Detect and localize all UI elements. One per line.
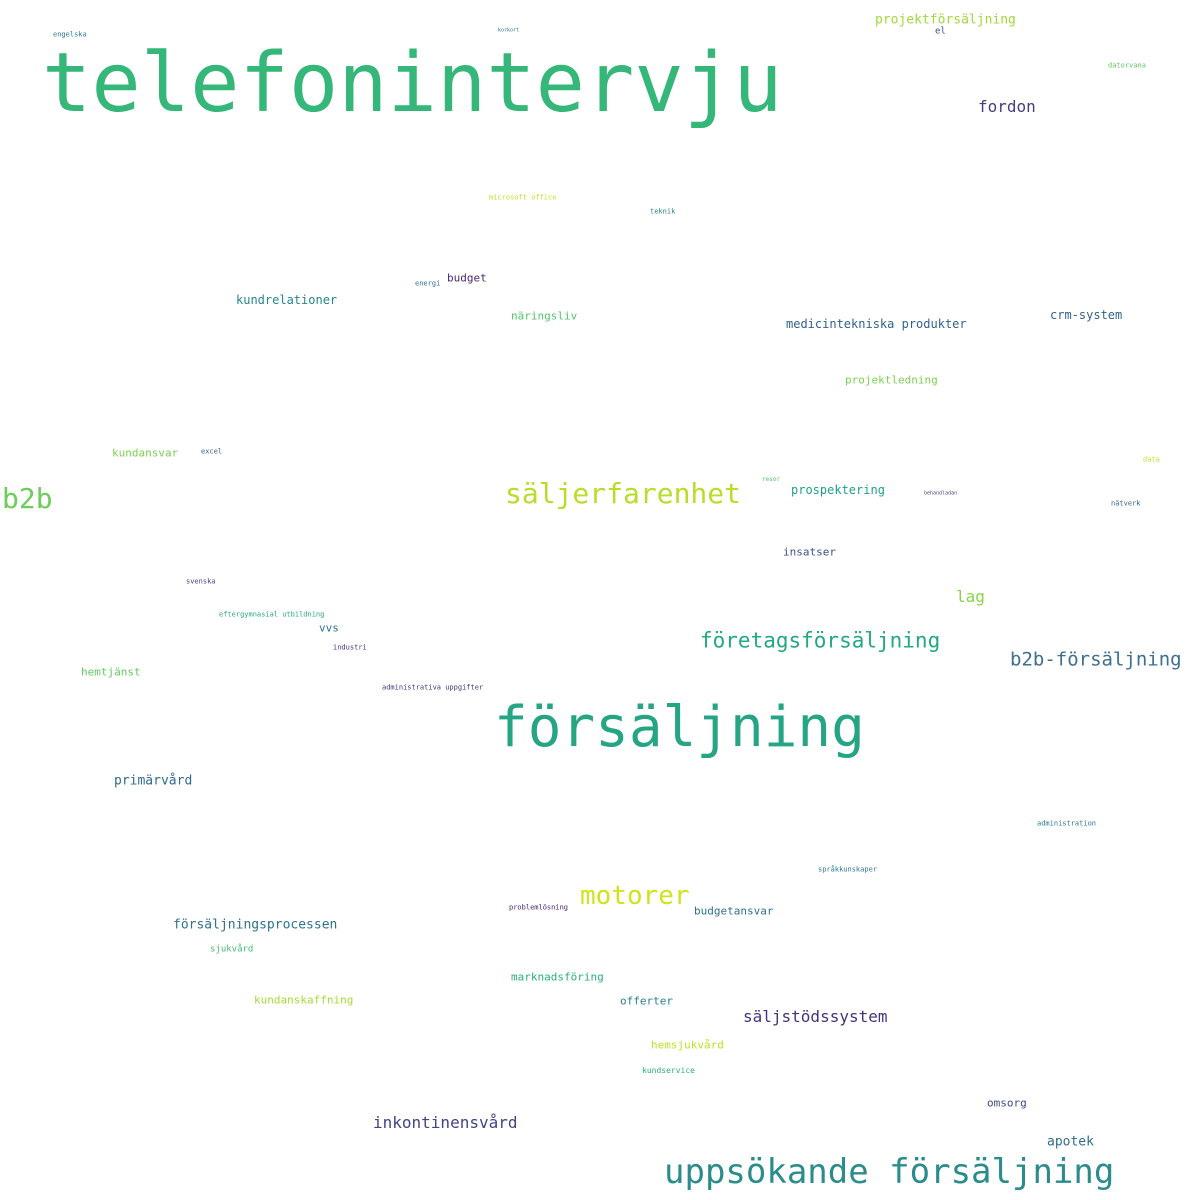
word-hemtjanst: hemtjänst [81,665,141,679]
word-projektforsaljning: projektförsäljning [875,12,1016,28]
word-forsaljningsprocessen: försäljningsprocessen [173,917,338,933]
word-hemsjukvard: hemsjukvård [651,1038,724,1052]
word-foretagsforsaljning: företagsförsäljning [700,628,941,653]
word-korkort: korkort [498,27,520,34]
word-administration: administration [1037,819,1097,828]
word-datorvana: datorvana [1108,61,1146,70]
word-kundansvar: kundansvar [112,446,179,460]
word-uppsokande-forsaljning: uppsökande försäljning [664,1152,1115,1192]
word-eftergymnasial-utbildning: eftergymnasial utbildning [219,610,325,619]
word-svenska: svenska [186,577,216,586]
word-lag: lag [956,587,985,606]
word-microsoft-office: microsoft office [489,193,557,202]
word-omsorg: omsorg [987,1096,1027,1110]
word-natverk: nätverk [1111,499,1141,508]
word-b2b: b2b [2,482,53,515]
word-kundservice: kundservice [642,1066,695,1075]
word-medicintekniska-produkter: medicintekniska produkter [786,317,967,331]
word-projektledning: projektledning [845,373,938,387]
word-budgetansvar: budgetansvar [694,904,774,918]
word-inkontinensvard: inkontinensvård [373,1113,518,1132]
word-saljstodssystem: säljstödssystem [743,1007,888,1026]
word-insatser: insatser [783,545,836,559]
word-sprakkunskaper: språkkunskaper [818,865,878,874]
word-prospektering: prospektering [791,483,885,497]
word-kundrelationer: kundrelationer [236,293,338,307]
word-fordon: fordon [978,97,1036,116]
word-resor: resor [762,476,781,483]
word-engelska: engelska [53,30,87,39]
word-teknik: teknik [650,207,676,216]
word-forsaljning: försäljning [494,695,865,760]
word-motorer: motorer [580,881,690,911]
word-problemlosning: problemlösning [509,903,569,912]
word-data: data [1143,455,1160,464]
word-naringsliv: näringsliv [511,309,578,323]
word-kundanskaffning: kundanskaffning [254,993,354,1007]
word-sjukvard: sjukvård [210,944,254,955]
word-energi: energi [415,279,441,288]
word-telefonintervju: telefonintervju [42,36,783,131]
word-behandladan: behandladan [924,490,958,497]
word-el: el [935,26,946,37]
word-b2b-forsaljning: b2b-försäljning [1010,648,1182,671]
word-industri: industri [333,643,367,652]
word-crm-system: crm-system [1050,308,1123,322]
word-budget: budget [447,271,487,285]
word-saljerfarenhet: säljerfarenhet [505,477,742,510]
word-apotek: apotek [1047,1134,1094,1150]
word-administrativa-uppgifter: administrativa uppgifter [382,683,484,692]
word-primarvard: primärvård [114,773,193,789]
word-offerter: offerter [620,994,673,1008]
word-marknadsforing: marknadsföring [511,970,604,984]
word-vvs: vvs [319,621,339,635]
word-excel: excel [201,447,223,456]
